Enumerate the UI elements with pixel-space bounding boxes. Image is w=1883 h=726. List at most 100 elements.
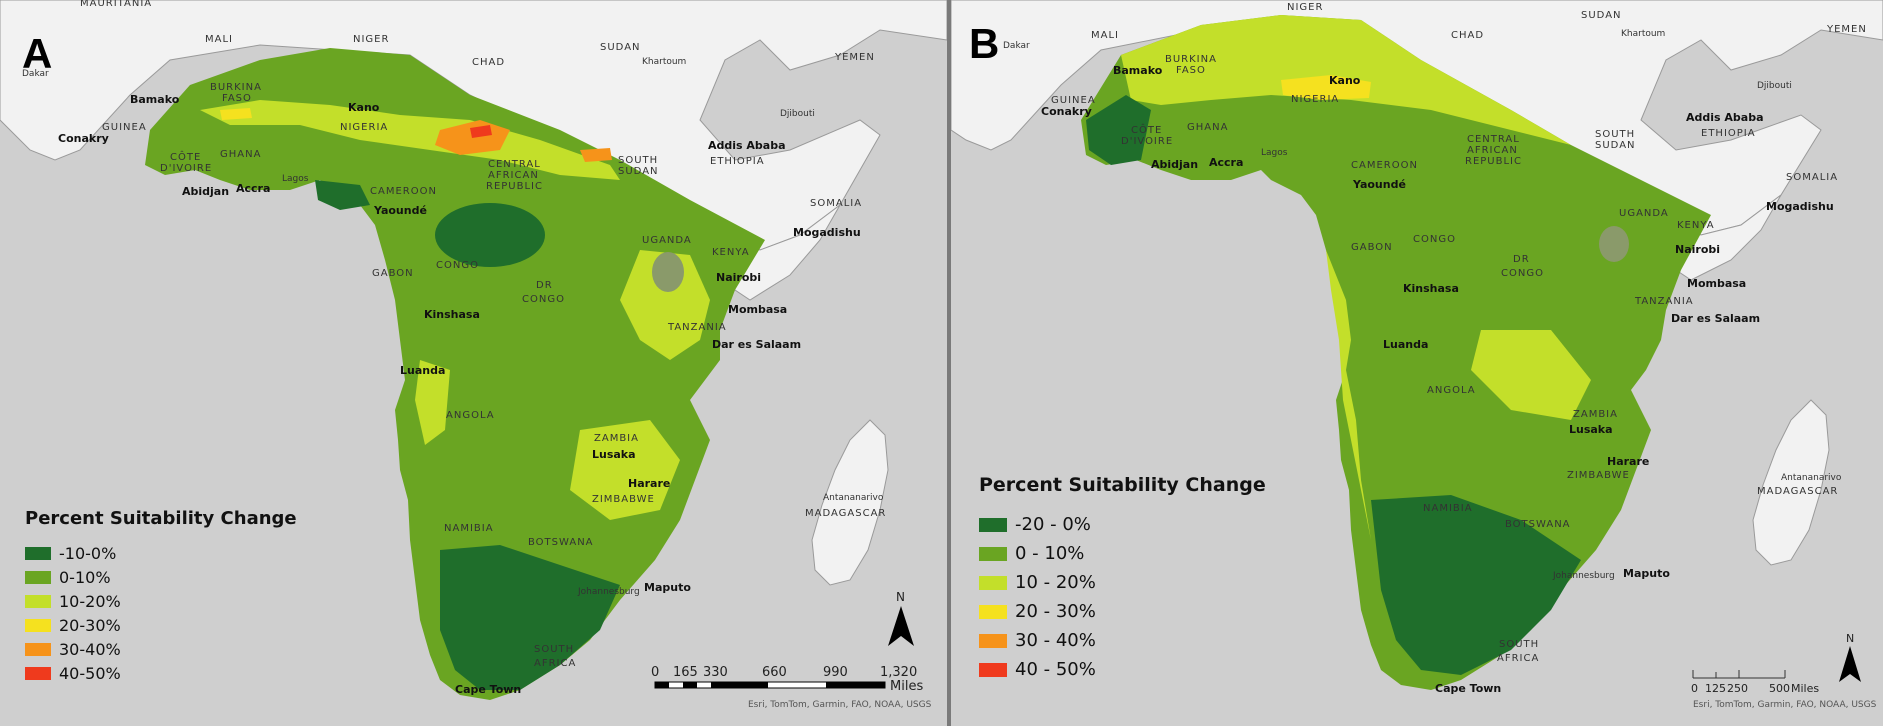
- legend-label: 10 - 20%: [1015, 572, 1096, 593]
- city-label: Cape Town: [455, 683, 521, 696]
- legend-item: -20 - 0%: [979, 510, 1266, 539]
- city-label: Conakry: [58, 132, 109, 145]
- city-label: Maputo: [644, 581, 691, 594]
- attribution-text: Esri, TomTom, Garmin, FAO, NOAA, USGS: [1693, 700, 1877, 710]
- scale-tick: 330: [703, 665, 728, 680]
- madagascar-b: [1752, 399, 1830, 566]
- map-panel-a: MAURITANIA MALI NIGER CHAD SUDAN YEMEN B…: [0, 0, 947, 710]
- country-label: NAMIBIA: [444, 523, 494, 534]
- legend-swatch: [979, 517, 1007, 532]
- dark-patch-congo-a: [435, 203, 545, 267]
- legend-label: 20-30%: [59, 615, 121, 635]
- country-label: MALI: [205, 34, 233, 45]
- legend-swatch: [979, 633, 1007, 648]
- city-label: Johannesburg: [577, 587, 640, 597]
- legend-label: -20 - 0%: [1015, 514, 1091, 535]
- city-label: Mogadishu: [793, 226, 861, 239]
- country-label: FASO: [222, 93, 252, 104]
- country-label: SOUTH: [1595, 129, 1635, 140]
- country-label: ANGOLA: [446, 410, 495, 421]
- country-label: MAURITANIA: [80, 0, 152, 9]
- city-label: Lagos: [1261, 148, 1288, 158]
- country-label: AFRICAN: [488, 170, 539, 181]
- legend-label: 20 - 30%: [1015, 601, 1096, 622]
- legend-swatch: [25, 666, 51, 680]
- legend-swatch: [979, 604, 1007, 619]
- city-label: Abidjan: [182, 185, 229, 198]
- city-label: Khartoum: [642, 57, 686, 67]
- country-label: MALI: [1091, 30, 1119, 41]
- country-label: CONGO: [1501, 268, 1544, 279]
- city-label: Nairobi: [716, 271, 761, 284]
- city-label: Dar es Salaam: [712, 338, 801, 351]
- country-label: CONGO: [522, 294, 565, 305]
- legend-title: Percent Suitability Change: [25, 508, 297, 529]
- country-label: CAMEROON: [370, 186, 437, 197]
- light-patch-angola-a: [415, 360, 450, 445]
- country-label: MADAGASCAR: [805, 508, 886, 519]
- city-label: Kano: [1329, 74, 1361, 87]
- country-label: YEMEN: [1826, 24, 1867, 35]
- city-label: Dakar: [1003, 41, 1030, 51]
- legend-swatch: [25, 570, 51, 584]
- country-label: CÔTE: [170, 150, 201, 163]
- country-label: SOUTH: [1499, 639, 1539, 650]
- city-label: Abidjan: [1151, 158, 1198, 171]
- country-label: DR: [1513, 254, 1530, 265]
- country-label: ZAMBIA: [1573, 409, 1618, 420]
- dark-patch-southafrica-b: [1371, 495, 1581, 675]
- country-label: AFRICA: [1497, 653, 1539, 664]
- country-label: CONGO: [1413, 234, 1456, 245]
- legend-label: 0-10%: [59, 567, 111, 587]
- country-label: ZAMBIA: [594, 433, 639, 444]
- city-label: Khartoum: [1621, 29, 1665, 39]
- panel-letter-a: A: [22, 30, 53, 77]
- city-label: Accra: [236, 182, 270, 195]
- city-label: Lusaka: [1569, 423, 1613, 436]
- light-patch-zambia-a: [570, 420, 680, 520]
- legend-label: 30 - 40%: [1015, 630, 1096, 651]
- legend-title: Percent Suitability Change: [979, 474, 1266, 496]
- country-labels-a: MAURITANIA MALI NIGER CHAD SUDAN YEMEN B…: [80, 0, 886, 669]
- legend-item: 40 - 50%: [979, 655, 1266, 684]
- legend-item: 20-30%: [25, 613, 297, 637]
- yellow-hotspot-b: [1281, 75, 1371, 100]
- legend-swatch: [25, 594, 51, 608]
- country-label: REPUBLIC: [1465, 156, 1522, 167]
- country-label: NIGER: [353, 34, 389, 45]
- scale-tick: 990: [823, 665, 848, 680]
- city-label: Mombasa: [1687, 277, 1746, 290]
- scale-tick: 1,320: [880, 665, 917, 680]
- light-band-westcoast-b: [1326, 250, 1371, 540]
- legend-item: 0-10%: [25, 565, 297, 589]
- city-label: Djibouti: [1757, 81, 1792, 91]
- country-label: D'IVOIRE: [160, 163, 212, 174]
- city-label: Bamako: [130, 93, 180, 106]
- country-label: CONGO: [436, 260, 479, 271]
- city-label: Addis Ababa: [1686, 111, 1764, 124]
- country-label: BOTSWANA: [1505, 519, 1571, 530]
- scale-tick: 500: [1769, 682, 1790, 695]
- scale-bar-b: 0 125 250 500 Miles: [1691, 670, 1819, 695]
- scale-tick: 165: [673, 665, 698, 680]
- country-label: BURKINA: [210, 82, 262, 93]
- city-label: Harare: [628, 477, 670, 490]
- scale-unit: Miles: [890, 679, 923, 694]
- country-label: GABON: [1351, 242, 1393, 253]
- country-label: DR: [536, 280, 553, 291]
- city-label: Luanda: [1383, 338, 1428, 351]
- city-label: Antananarivo: [1781, 473, 1842, 483]
- city-label: Mombasa: [728, 303, 787, 316]
- legend-item: 30-40%: [25, 637, 297, 661]
- country-label: SOUTH: [534, 644, 574, 655]
- legend-items: -10-0% 0-10% 10-20% 20-30% 30-40% 40-50%: [25, 541, 297, 685]
- scale-tick: 0: [651, 665, 659, 680]
- legend-item: -10-0%: [25, 541, 297, 565]
- country-label: SOMALIA: [810, 198, 862, 209]
- legend-item: 10 - 20%: [979, 568, 1266, 597]
- city-label: Cape Town: [1435, 682, 1501, 695]
- country-label: ZIMBABWE: [592, 494, 655, 505]
- legend-label: 40 - 50%: [1015, 659, 1096, 680]
- city-label: Lusaka: [592, 448, 636, 461]
- country-label: SOMALIA: [1786, 172, 1838, 183]
